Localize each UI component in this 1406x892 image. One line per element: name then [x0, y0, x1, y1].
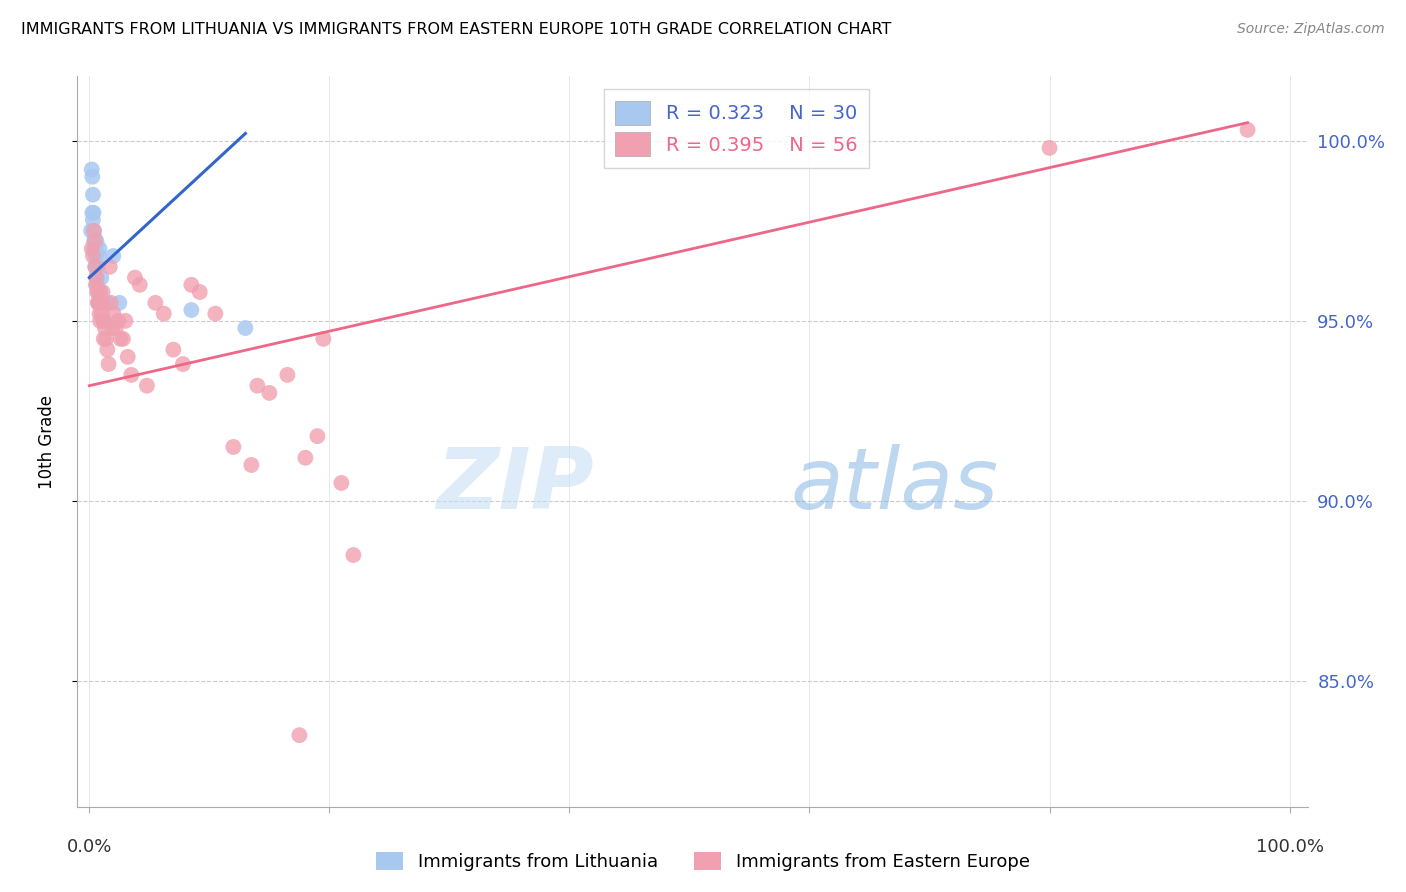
Point	[94, 332, 117, 346]
Point	[342, 548, 364, 562]
Point	[90, 270, 112, 285]
Point	[124, 270, 146, 285]
Point	[120, 368, 142, 382]
Point	[114, 314, 136, 328]
Point	[84, 242, 107, 256]
Point	[82, 249, 104, 263]
Point	[91, 295, 114, 310]
Point	[294, 450, 316, 465]
Point	[180, 303, 202, 318]
Point	[87, 260, 110, 274]
Point	[91, 285, 114, 299]
Point	[91, 314, 114, 328]
Text: 100.0%: 100.0%	[1256, 838, 1323, 855]
Point	[172, 357, 194, 371]
Point	[84, 270, 107, 285]
Point	[82, 169, 104, 184]
Point	[80, 162, 103, 177]
Point	[246, 378, 269, 392]
Point	[180, 277, 202, 292]
Legend: R = 0.323    N = 30, R = 0.395    N = 56: R = 0.323 N = 30, R = 0.395 N = 56	[603, 89, 869, 168]
Point	[259, 385, 281, 400]
Point	[86, 235, 108, 249]
Point	[108, 295, 131, 310]
Point	[276, 368, 298, 382]
Legend: Immigrants from Lithuania, Immigrants from Eastern Europe: Immigrants from Lithuania, Immigrants fr…	[370, 845, 1036, 879]
Point	[80, 242, 103, 256]
Point	[83, 224, 105, 238]
Point	[111, 332, 134, 346]
Point	[83, 242, 105, 256]
Point	[84, 249, 107, 263]
Point	[93, 332, 115, 346]
Point	[87, 285, 110, 299]
Point	[83, 235, 105, 249]
Y-axis label: 10th Grade: 10th Grade	[38, 394, 56, 489]
Point	[89, 285, 111, 299]
Point	[188, 285, 211, 299]
Point	[94, 321, 117, 335]
Point	[90, 307, 114, 321]
Point	[97, 357, 120, 371]
Point	[235, 321, 257, 335]
Point	[90, 295, 112, 310]
Point	[1038, 141, 1060, 155]
Point	[107, 314, 129, 328]
Point	[98, 260, 121, 274]
Point	[162, 343, 184, 357]
Point	[136, 378, 159, 392]
Point	[84, 260, 107, 274]
Text: Source: ZipAtlas.com: Source: ZipAtlas.com	[1237, 22, 1385, 37]
Point	[96, 295, 118, 310]
Point	[83, 205, 105, 219]
Point	[82, 187, 104, 202]
Point	[101, 321, 124, 335]
Point	[100, 295, 122, 310]
Point	[82, 213, 104, 227]
Point	[89, 314, 111, 328]
Point	[330, 475, 353, 490]
Text: atlas: atlas	[792, 444, 998, 527]
Point	[103, 307, 125, 321]
Point	[104, 321, 127, 335]
Text: 0.0%: 0.0%	[66, 838, 112, 855]
Point	[89, 242, 111, 256]
Point	[86, 277, 108, 292]
Point	[110, 332, 132, 346]
Text: ZIP: ZIP	[436, 444, 595, 527]
Point	[83, 231, 105, 245]
Point	[89, 307, 111, 321]
Point	[128, 277, 150, 292]
Point	[312, 332, 335, 346]
Point	[117, 350, 139, 364]
Point	[222, 440, 245, 454]
Point	[288, 728, 311, 742]
Point	[240, 458, 263, 472]
Point	[83, 224, 105, 238]
Point	[82, 205, 104, 219]
Point	[87, 295, 110, 310]
Point	[152, 307, 174, 321]
Point	[86, 270, 108, 285]
Point	[87, 249, 110, 263]
Point	[1236, 123, 1258, 137]
Point	[84, 277, 107, 292]
Point	[87, 295, 110, 310]
Point	[83, 235, 105, 249]
Point	[143, 295, 166, 310]
Point	[84, 260, 107, 274]
Point	[87, 295, 110, 310]
Point	[80, 224, 103, 238]
Point	[307, 429, 329, 443]
Point	[204, 307, 226, 321]
Point	[103, 249, 125, 263]
Point	[86, 285, 108, 299]
Point	[93, 314, 115, 328]
Point	[96, 343, 118, 357]
Text: IMMIGRANTS FROM LITHUANIA VS IMMIGRANTS FROM EASTERN EUROPE 10TH GRADE CORRELATI: IMMIGRANTS FROM LITHUANIA VS IMMIGRANTS …	[21, 22, 891, 37]
